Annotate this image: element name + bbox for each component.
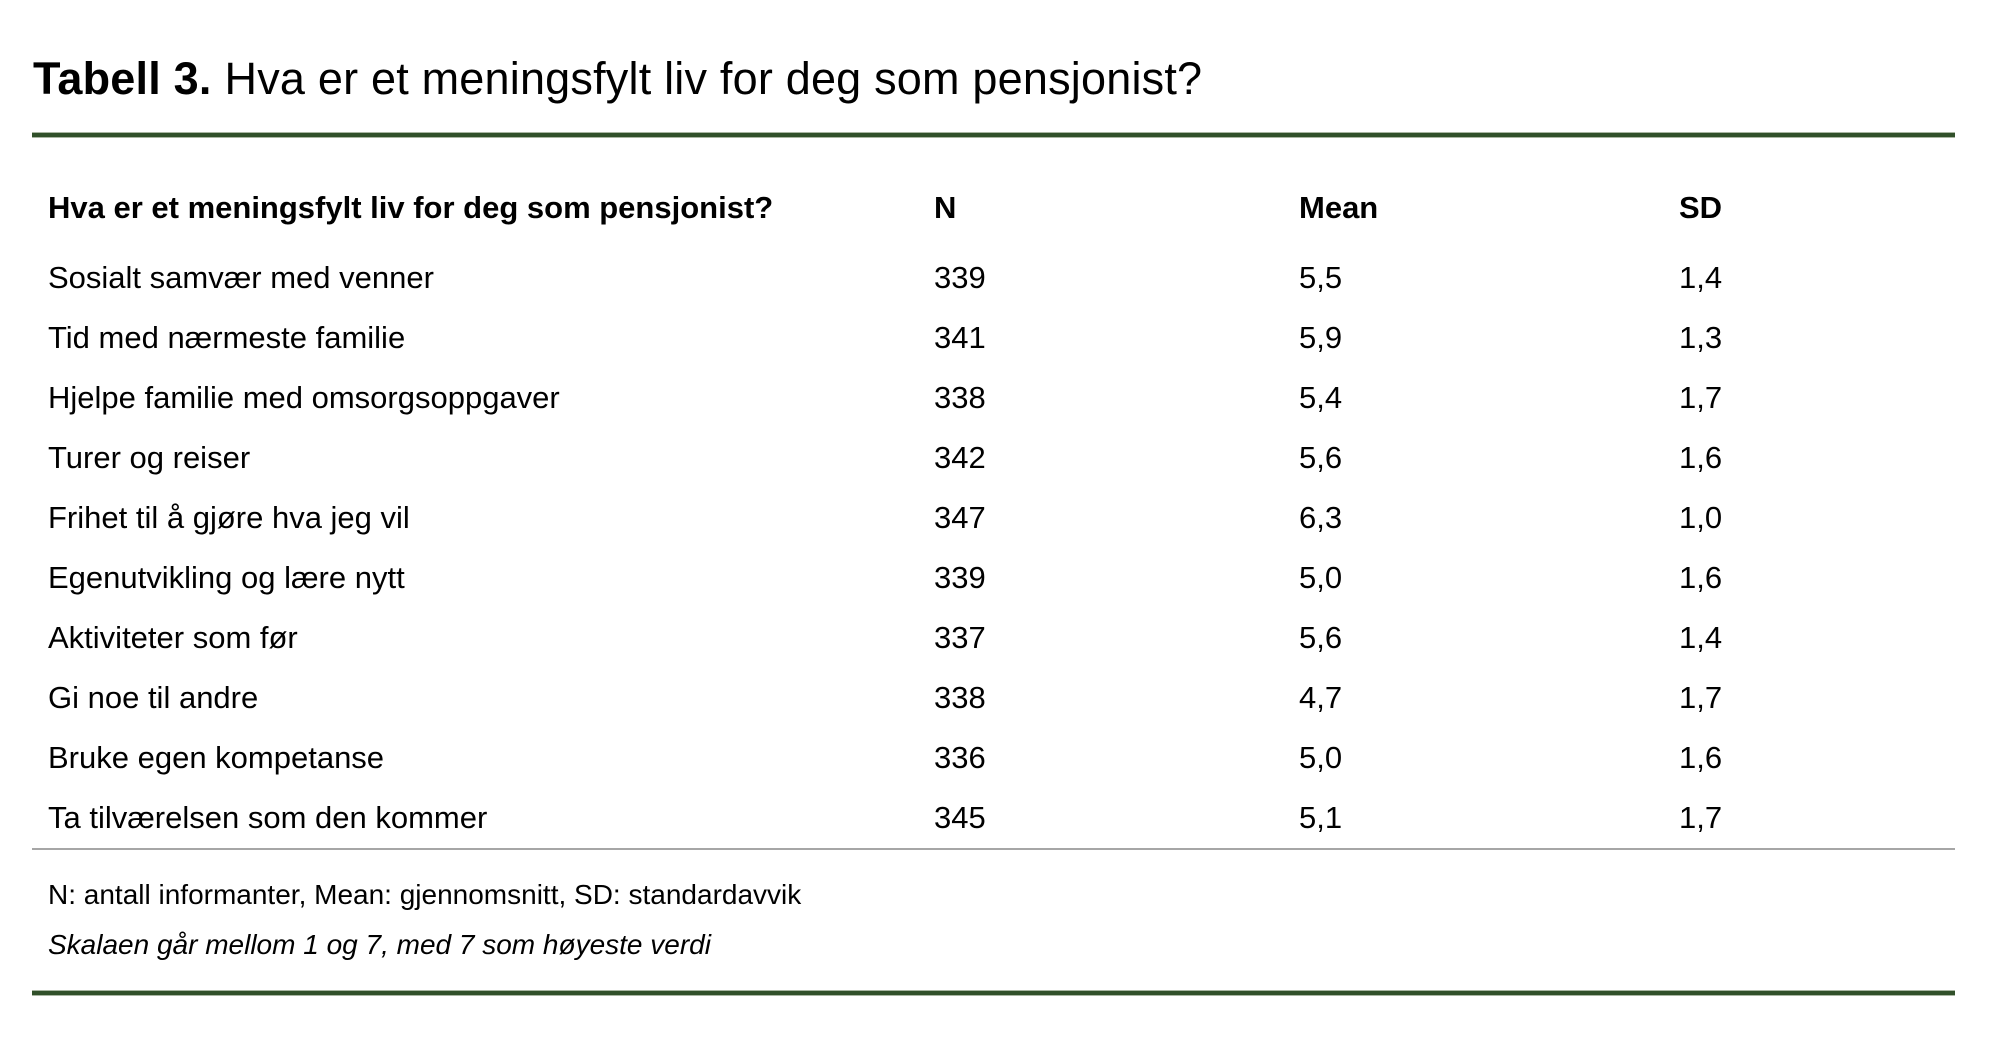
sd-value: 1,3	[1679, 320, 1723, 355]
table-row: Aktiviteter som før 337 5,6 1,4	[32, 608, 1955, 668]
table-caption-text: Hva er et meningsfylt liv for deg som pe…	[224, 53, 1203, 104]
sd-value: 1,4	[1679, 260, 1723, 295]
table-header-row: Hva er et meningsfylt liv for deg som pe…	[32, 168, 1955, 248]
row-label: Frihet til å gjøre hva jeg vil	[48, 500, 410, 535]
sd-value: 1,4	[1679, 620, 1723, 655]
sd-value: 1,7	[1679, 800, 1723, 835]
n-value: 345	[934, 800, 986, 835]
footnote-scale-note: Skalaen går mellom 1 og 7, med 7 som høy…	[48, 929, 711, 960]
sd-value: 1,6	[1679, 560, 1723, 595]
results-table: Hva er et meningsfylt liv for deg som pe…	[32, 168, 1955, 848]
n-value: 338	[934, 680, 986, 715]
col-header-sd: SD	[1679, 190, 1723, 225]
n-value: 341	[934, 320, 986, 355]
table-row: Ta tilværelsen som den kommer 345 5,1 1,…	[32, 788, 1955, 848]
table-caption-number: Tabell 3.	[33, 53, 212, 104]
table-footer-divider	[32, 848, 1955, 850]
row-label: Bruke egen kompetanse	[48, 740, 385, 775]
mean-value: 5,1	[1299, 800, 1343, 835]
bottom-rule	[32, 990, 1955, 996]
top-rule	[32, 132, 1955, 138]
mean-value: 5,9	[1299, 320, 1343, 355]
n-value: 339	[934, 560, 986, 595]
mean-value: 6,3	[1299, 500, 1343, 535]
mean-value: 4,7	[1299, 680, 1343, 715]
sd-value: 1,6	[1679, 740, 1723, 775]
row-label: Sosialt samvær med venner	[48, 260, 434, 295]
mean-value: 5,5	[1299, 260, 1343, 295]
row-label: Aktiviteter som før	[48, 620, 298, 655]
table-row: Bruke egen kompetanse 336 5,0 1,6	[32, 728, 1955, 788]
n-value: 347	[934, 500, 986, 535]
row-label: Egenutvikling og lære nytt	[48, 560, 405, 595]
mean-value: 5,0	[1299, 560, 1343, 595]
row-label: Tid med nærmeste familie	[48, 320, 406, 355]
n-value: 342	[934, 440, 986, 475]
mean-value: 5,4	[1299, 380, 1343, 415]
n-value: 338	[934, 380, 986, 415]
mean-value: 5,6	[1299, 620, 1343, 655]
mean-value: 5,0	[1299, 740, 1343, 775]
row-label: Turer og reiser	[48, 440, 251, 475]
sd-value: 1,7	[1679, 680, 1723, 715]
table-row: Tid med nærmeste familie 341 5,9 1,3	[32, 308, 1955, 368]
table-row: Turer og reiser 342 5,6 1,6	[32, 428, 1955, 488]
table-caption: Tabell 3. Hva er et meningsfylt liv for d…	[33, 50, 1202, 108]
table-row: Frihet til å gjøre hva jeg vil 347 6,3 1…	[32, 488, 1955, 548]
sd-value: 1,0	[1679, 500, 1723, 535]
sd-value: 1,7	[1679, 380, 1723, 415]
col-header-mean: Mean	[1299, 190, 1379, 225]
n-value: 336	[934, 740, 986, 775]
footnote-abbreviations: N: antall informanter, Mean: gjennomsnit…	[48, 879, 802, 910]
table-row: Gi noe til andre 338 4,7 1,7	[32, 668, 1955, 728]
sd-value: 1,6	[1679, 440, 1723, 475]
row-label: Hjelpe familie med omsorgsoppgaver	[48, 380, 560, 415]
col-header-question: Hva er et meningsfylt liv for deg som pe…	[48, 190, 774, 225]
mean-value: 5,6	[1299, 440, 1343, 475]
row-label: Gi noe til andre	[48, 680, 259, 715]
col-header-n: N	[934, 190, 957, 225]
row-label: Ta tilværelsen som den kommer	[48, 800, 488, 835]
table-row: Sosialt samvær med venner 339 5,5 1,4	[32, 248, 1955, 308]
n-value: 337	[934, 620, 986, 655]
n-value: 339	[934, 260, 986, 295]
table-row: Hjelpe familie med omsorgsoppgaver 338 5…	[32, 368, 1955, 428]
table-row: Egenutvikling og lære nytt 339 5,0 1,6	[32, 548, 1955, 608]
